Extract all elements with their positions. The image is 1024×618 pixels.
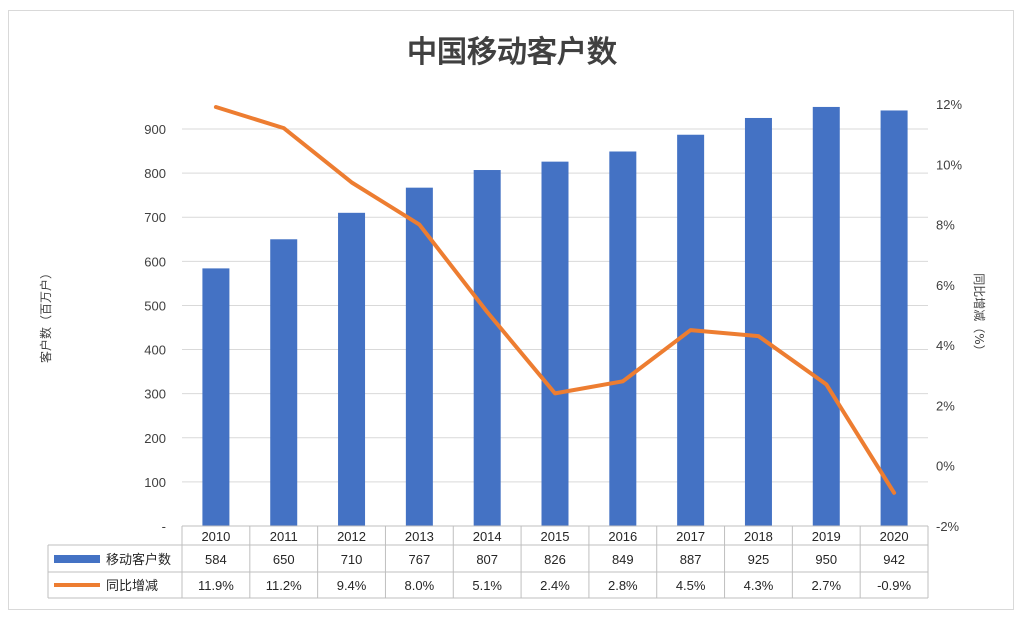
left-axis-ticks: - 100 200 300 400 500 600 700 800 900 xyxy=(144,122,166,534)
table-value: 826 xyxy=(544,552,566,567)
right-tick-label: -2% xyxy=(936,519,960,534)
table-value: -0.9% xyxy=(877,578,911,593)
right-tick-label: 2% xyxy=(936,398,955,413)
line-point xyxy=(757,335,759,337)
left-tick-label: 900 xyxy=(144,122,166,137)
line-point xyxy=(215,106,217,108)
category-label: 2019 xyxy=(812,529,841,544)
table-value: 807 xyxy=(476,552,498,567)
legend-label: 同比增减 xyxy=(106,579,158,594)
left-tick-label: 200 xyxy=(144,431,166,446)
table-value: 710 xyxy=(341,552,363,567)
left-tick-label: 800 xyxy=(144,166,166,181)
bar xyxy=(202,268,230,526)
left-tick-label: 500 xyxy=(144,298,166,313)
left-tick-label: 300 xyxy=(144,387,166,402)
category-label: 2012 xyxy=(337,529,366,544)
table-value: 650 xyxy=(273,552,295,567)
table-value: 2.4% xyxy=(540,578,570,593)
category-label: 2015 xyxy=(541,529,570,544)
chart-title: 中国移动客户数 xyxy=(407,35,618,70)
category-label: 2011 xyxy=(270,529,298,544)
line-point xyxy=(283,127,285,129)
right-tick-label: 8% xyxy=(936,218,955,233)
line-point xyxy=(351,181,353,183)
bar xyxy=(405,187,433,526)
category-label: 2016 xyxy=(608,529,637,544)
table-value: 887 xyxy=(680,552,702,567)
category-label: 2014 xyxy=(473,529,502,544)
table-value: 2.8% xyxy=(608,578,638,593)
bar xyxy=(812,106,840,526)
table-value: 8.0% xyxy=(405,578,435,593)
legend-swatch-bar xyxy=(54,555,100,563)
right-axis-ticks: -2% 0% 2% 4% 6% 8% 10% 12% xyxy=(936,97,962,534)
bar xyxy=(744,117,772,526)
line-point xyxy=(622,380,624,382)
table-value: 950 xyxy=(815,552,837,567)
right-tick-label: 12% xyxy=(936,97,962,112)
left-tick-label: 100 xyxy=(144,475,166,490)
table-value: 767 xyxy=(409,552,431,567)
left-axis-title: 客户数（百万户） xyxy=(38,267,53,363)
bar xyxy=(880,110,908,527)
legend-label: 移动客户数 xyxy=(106,552,171,568)
table-value: 11.2% xyxy=(266,578,302,593)
line-point xyxy=(893,492,895,494)
line-point xyxy=(554,392,556,394)
bar xyxy=(473,170,501,527)
line-point xyxy=(486,311,488,313)
left-tick-label: 700 xyxy=(144,210,166,225)
bar xyxy=(270,239,298,526)
category-label: 2013 xyxy=(405,529,434,544)
bar xyxy=(609,151,637,526)
table-value: 9.4% xyxy=(337,578,367,593)
table-value: 4.3% xyxy=(744,578,774,593)
right-tick-label: 4% xyxy=(936,338,955,353)
table-value: 849 xyxy=(612,552,634,567)
category-label: 2010 xyxy=(201,529,230,544)
bar xyxy=(541,161,569,527)
line-series xyxy=(213,105,897,495)
table-value: 5.1% xyxy=(472,578,502,593)
line-point xyxy=(825,383,827,385)
table-value: 4.5% xyxy=(676,578,706,593)
table-value: 2.7% xyxy=(811,578,841,593)
line-point xyxy=(418,224,420,226)
data-table: 2010 2011 2012 2013 2014 2015 2016 2017 2018 2019… xyxy=(47,525,929,599)
category-label: 2018 xyxy=(744,529,773,544)
left-tick-label: - xyxy=(162,519,166,534)
table-value: 584 xyxy=(205,552,227,567)
right-tick-label: 0% xyxy=(936,459,955,474)
chart-frame xyxy=(8,10,1014,610)
right-tick-label: 10% xyxy=(936,157,962,172)
category-label: 2017 xyxy=(676,529,705,544)
left-tick-label: 600 xyxy=(144,254,166,269)
table-value: 942 xyxy=(883,552,905,567)
right-axis-title: 同比增减（%） xyxy=(972,273,986,356)
right-tick-label: 6% xyxy=(936,278,955,293)
bar xyxy=(338,212,366,527)
category-label: 2020 xyxy=(880,529,909,544)
line-point xyxy=(690,329,692,331)
bar-series xyxy=(202,106,908,527)
left-tick-label: 400 xyxy=(144,343,166,358)
table-value: 925 xyxy=(748,552,770,567)
table-value: 11.9% xyxy=(198,578,234,593)
